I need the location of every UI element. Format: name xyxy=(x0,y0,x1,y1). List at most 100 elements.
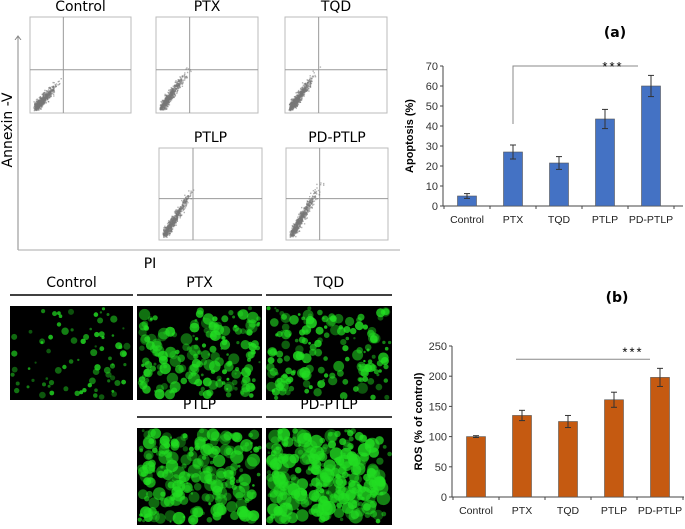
flow-plot-title: Control xyxy=(55,0,106,15)
event-dot xyxy=(304,214,306,217)
fluorescent-cell xyxy=(224,339,228,342)
event-dot xyxy=(305,208,308,210)
fluorescent-cell xyxy=(172,511,186,525)
event-dot xyxy=(46,94,49,96)
event-dot xyxy=(176,90,178,93)
event-dot xyxy=(303,214,305,217)
fluorescent-cell xyxy=(318,489,333,505)
fluorescent-cell xyxy=(202,377,212,387)
fluorescent-cell xyxy=(292,369,296,374)
fluorescent-cell xyxy=(193,344,199,350)
fluorescent-cell xyxy=(162,469,174,481)
event-dot xyxy=(299,220,301,222)
event-dot xyxy=(300,211,302,213)
event-dot xyxy=(183,204,185,206)
event-dot xyxy=(49,87,51,89)
event-dot xyxy=(319,184,322,186)
fluorescent-cell xyxy=(188,451,194,457)
fluorescent-cell xyxy=(274,307,277,310)
event-dot xyxy=(312,70,314,72)
event-dot xyxy=(308,83,310,85)
x-tick-label: TQD xyxy=(557,505,580,517)
event-dot xyxy=(45,90,48,92)
fluorescent-cell xyxy=(11,333,18,340)
fluorescent-cell xyxy=(180,377,188,385)
fluorescent-cell xyxy=(357,484,363,490)
fluorescent-cell xyxy=(150,428,162,439)
fluorescent-cell xyxy=(267,369,276,379)
event-dot xyxy=(179,80,181,82)
fluorescent-cell xyxy=(323,356,328,361)
event-dot xyxy=(166,232,169,235)
event-dot xyxy=(170,224,173,226)
fluorescent-cell xyxy=(162,441,170,448)
event-dot xyxy=(179,213,182,216)
fluorescent-cell xyxy=(234,386,238,391)
fluorescent-cell xyxy=(336,502,343,509)
fluorescent-cell xyxy=(285,378,292,385)
fluorescent-cell xyxy=(248,341,253,346)
event-dot xyxy=(297,95,299,97)
event-dot xyxy=(309,201,311,204)
event-dot xyxy=(311,202,313,205)
event-dot xyxy=(301,211,304,213)
fluorescent-cell xyxy=(220,347,223,350)
event-dot xyxy=(306,202,309,205)
event-dot xyxy=(175,222,177,224)
event-dot xyxy=(297,220,299,223)
event-dot xyxy=(187,197,189,200)
fluorescent-cell xyxy=(93,312,99,317)
fluorescent-cell xyxy=(344,429,348,433)
event-dot xyxy=(41,103,44,105)
event-dot xyxy=(36,106,38,108)
fluorescent-cell xyxy=(90,349,98,357)
event-dot xyxy=(186,71,189,74)
event-dot xyxy=(303,216,305,218)
event-dot xyxy=(167,104,169,106)
event-dot xyxy=(176,89,179,91)
event-dot xyxy=(300,216,302,218)
bar-tqd xyxy=(558,421,578,498)
event-dot xyxy=(323,182,325,185)
event-dot xyxy=(35,99,38,101)
fluorescent-cell xyxy=(247,453,260,467)
fluorescent-cell xyxy=(158,450,165,457)
event-dot xyxy=(170,231,172,233)
event-dot xyxy=(183,200,185,203)
event-dot xyxy=(177,209,179,211)
event-dot xyxy=(311,206,313,208)
fluorescent-cell xyxy=(384,394,390,400)
event-dot xyxy=(297,224,299,226)
fluorescent-cell xyxy=(299,367,311,378)
event-dot xyxy=(298,227,300,229)
event-dot xyxy=(163,102,165,104)
fluorescent-cell xyxy=(205,493,215,503)
fluorescence-image: Control xyxy=(10,275,133,400)
event-dot xyxy=(293,106,295,108)
event-dot xyxy=(40,105,43,107)
event-dot xyxy=(163,236,165,238)
event-dot xyxy=(161,108,163,111)
event-dot xyxy=(182,203,184,206)
fluorescent-cell xyxy=(339,517,344,522)
fluorescent-cell xyxy=(171,387,178,394)
fluorescent-cell xyxy=(144,336,151,343)
fluorescent-cell xyxy=(342,378,349,385)
fluorescent-cell xyxy=(245,382,256,392)
fluorescent-cell xyxy=(341,501,354,514)
fluorescent-cell xyxy=(237,310,244,317)
event-dot xyxy=(165,108,167,110)
event-dot xyxy=(35,102,37,104)
fluorescent-cell xyxy=(39,338,45,345)
event-dot xyxy=(57,84,59,86)
event-dot xyxy=(176,92,178,95)
event-dot xyxy=(174,92,176,94)
fluorescent-cell xyxy=(315,488,320,493)
event-dot xyxy=(165,106,168,108)
event-dot xyxy=(167,225,170,227)
fluorescent-cell xyxy=(222,369,227,375)
event-dot xyxy=(315,192,317,194)
event-dot xyxy=(166,99,168,101)
event-dot xyxy=(301,97,303,99)
fluorescent-cell xyxy=(157,331,168,342)
